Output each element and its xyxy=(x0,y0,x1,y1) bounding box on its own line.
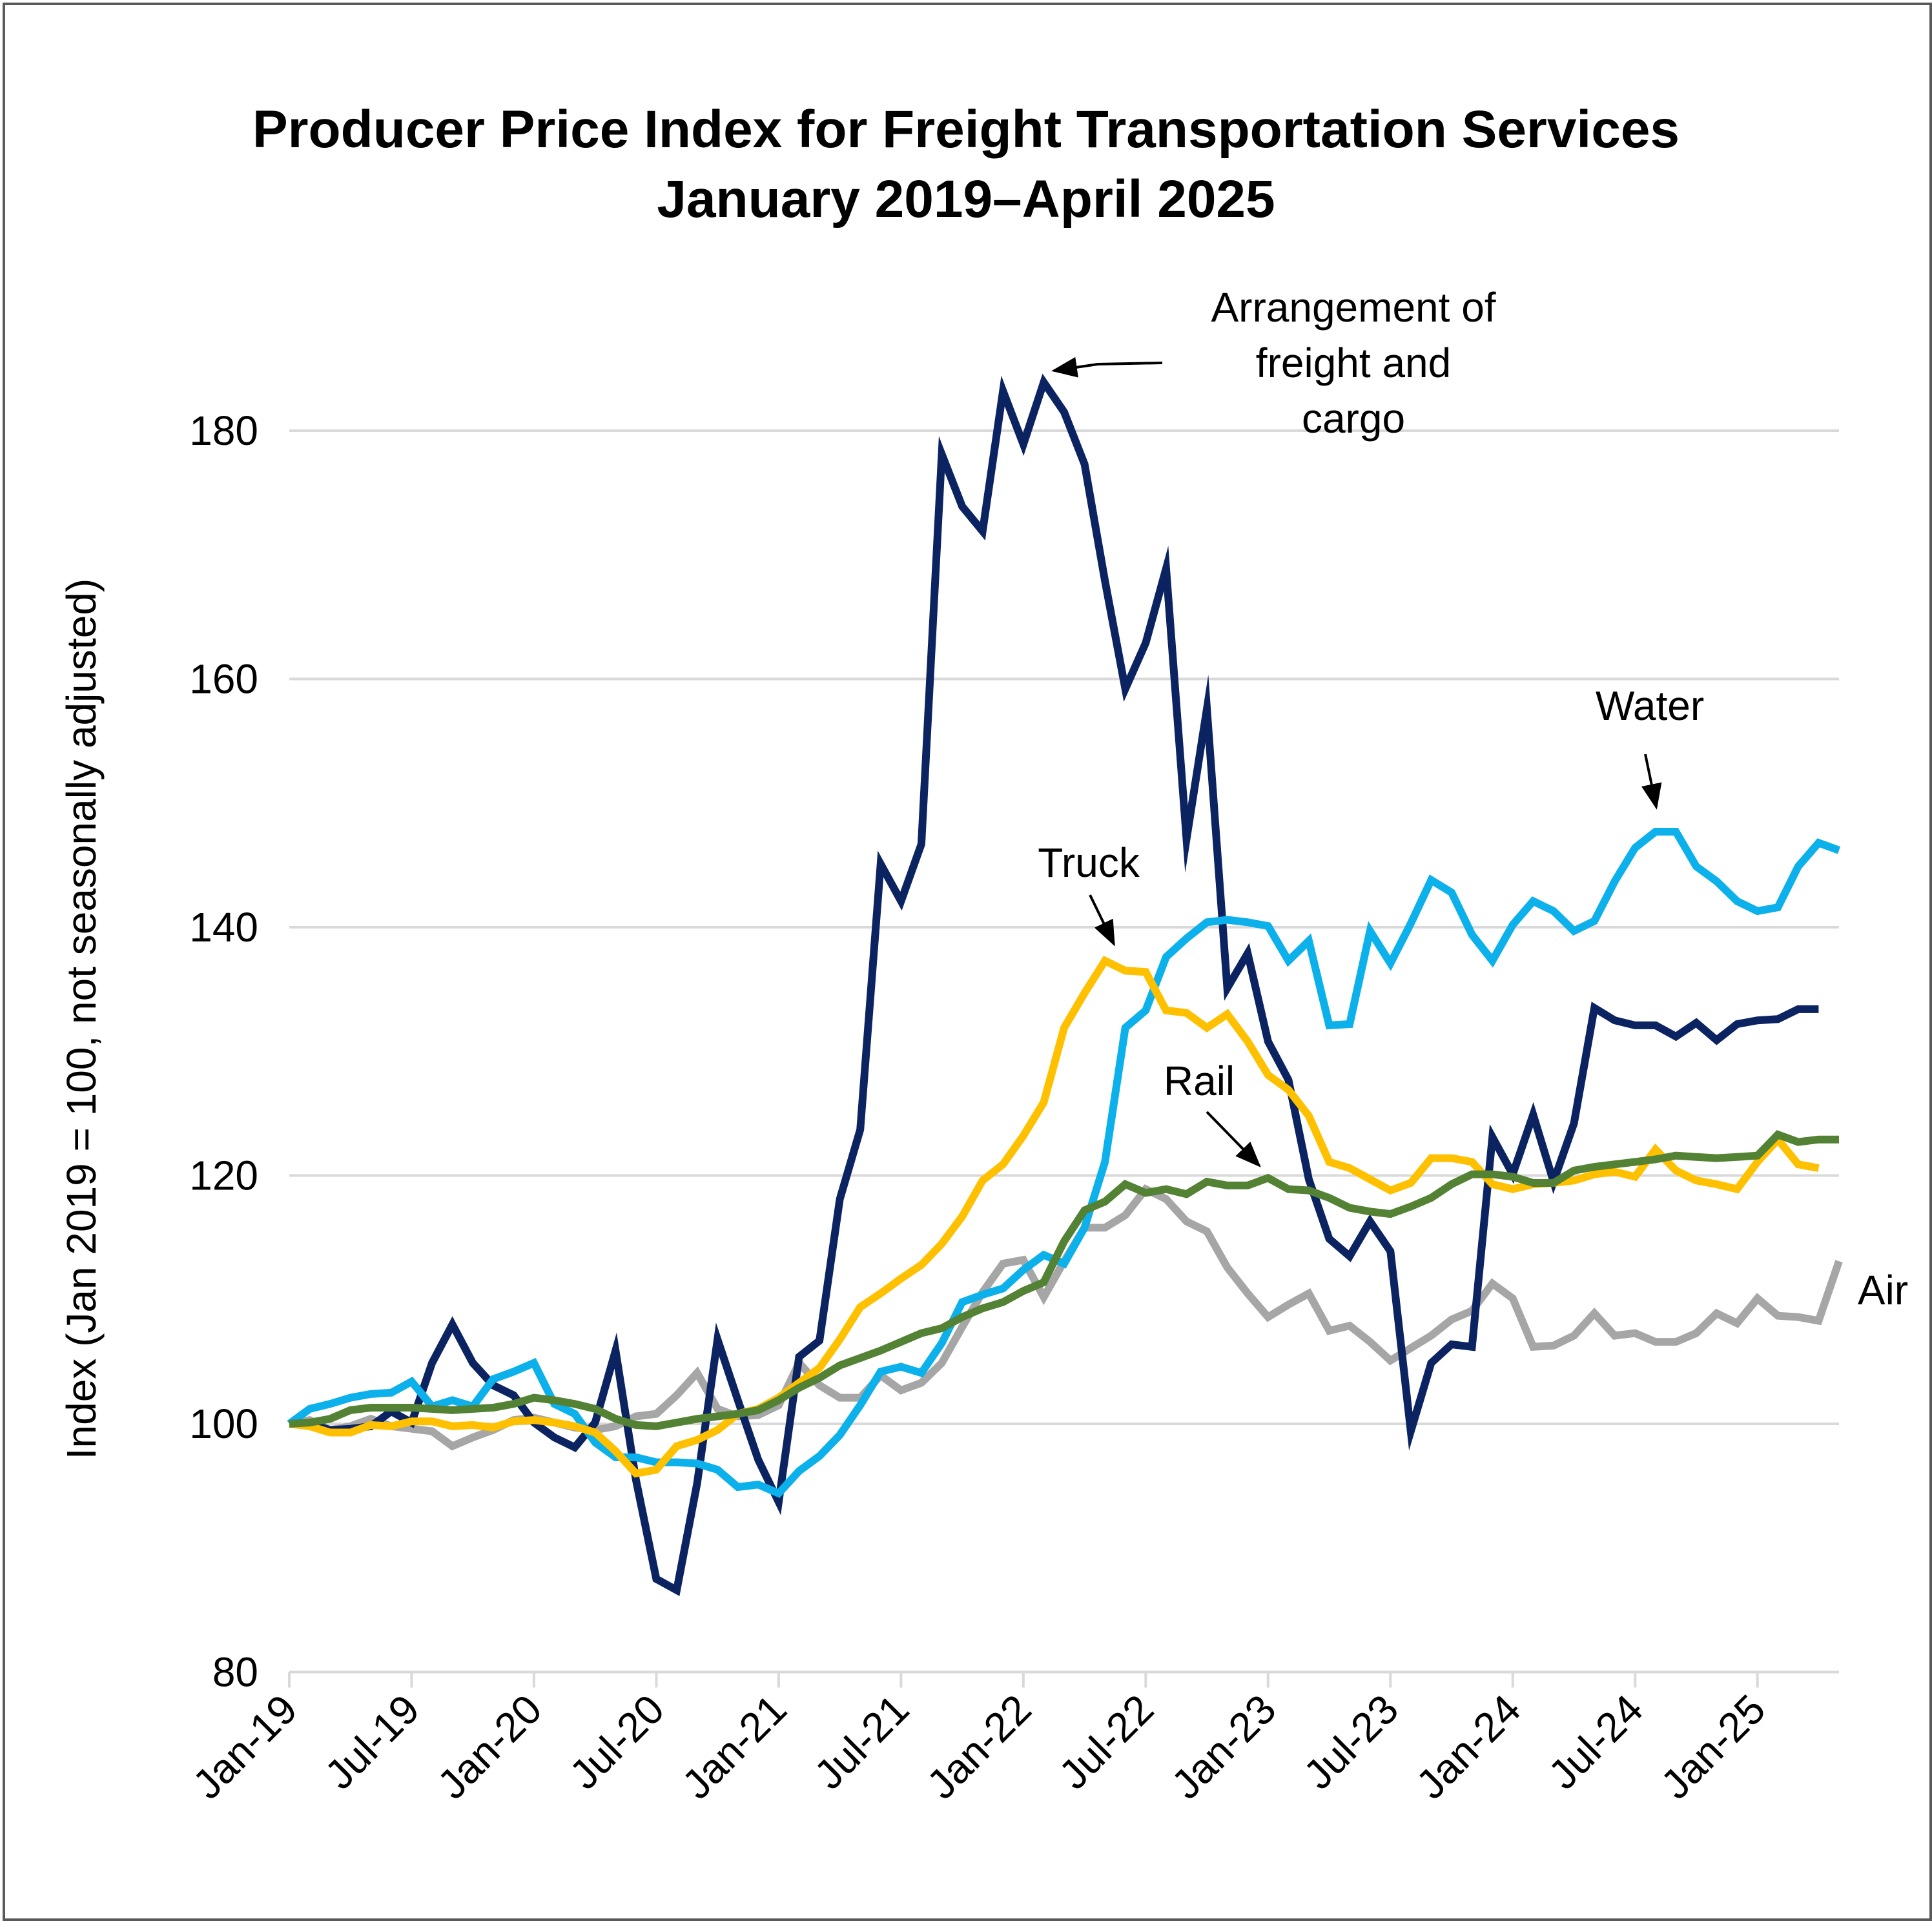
annotation-water-text-0: Water xyxy=(1596,683,1704,729)
x-tick-label-Jul-23: Jul-23 xyxy=(1295,1685,1407,1798)
annotation-arrangement-text-1: freight and xyxy=(1256,340,1451,386)
series-line-arrangement-of-freight-and-cargo xyxy=(289,373,1819,1596)
annotation-arrangement-text-0: Arrangement of xyxy=(1211,284,1495,331)
y-tick-label-100: 100 xyxy=(189,1401,258,1447)
annotation-truck: Truck xyxy=(1038,839,1140,947)
x-tick-label-Jan-21: Jan-21 xyxy=(673,1685,796,1807)
x-tick-label-Jan-25: Jan-25 xyxy=(1652,1685,1774,1807)
y-tick-label-180: 180 xyxy=(189,407,258,454)
series-lines xyxy=(287,373,1843,1596)
x-tick-label-Jan-19: Jan-19 xyxy=(184,1685,306,1807)
x-tick-label-Jul-22: Jul-22 xyxy=(1050,1685,1162,1798)
annotations: Arrangement of freight and cargo Water Truck… xyxy=(1038,284,1908,1313)
series-line-water xyxy=(287,828,1841,1498)
gridlines xyxy=(289,429,1839,1425)
x-tick-label-Jan-22: Jan-22 xyxy=(918,1685,1040,1807)
annotation-arrangement-text-2: cargo xyxy=(1302,395,1405,442)
y-tick-label-160: 160 xyxy=(189,656,258,703)
chart-frame xyxy=(3,3,1932,1921)
annotation-rail: Rail xyxy=(1164,1058,1261,1167)
chart-title: Producer Price Index for Freight Transpo… xyxy=(252,100,1680,159)
x-tick-label-Jan-23: Jan-23 xyxy=(1162,1685,1284,1807)
annotation-arrangement-arrow xyxy=(1051,356,1163,378)
y-axis: 80 100 120 140 160 180 Index (Jan 2019 = 100, … xyxy=(58,407,258,1696)
annotation-air-text-0: Air xyxy=(1858,1267,1908,1313)
y-tick-label-80: 80 xyxy=(212,1649,258,1696)
y-axis-title: Index (Jan 2019 = 100, not seasonally ad… xyxy=(58,579,105,1460)
x-tick-label-Jul-24: Jul-24 xyxy=(1539,1685,1652,1798)
annotation-rail-arrow xyxy=(1206,1111,1261,1167)
annotation-truck-text-0: Truck xyxy=(1038,839,1140,886)
x-axis: Jan-19 Jul-19 Jan-20 Jul-20 Jan-21 Jul-21 Jan-… xyxy=(184,1670,1839,1808)
series-line-truck xyxy=(289,956,1820,1478)
x-tick-label-Jul-19: Jul-19 xyxy=(316,1685,428,1798)
annotation-rail-text-0: Rail xyxy=(1164,1058,1235,1104)
y-tick-label-140: 140 xyxy=(189,904,258,950)
chart-subtitle: January 2019–April 2025 xyxy=(657,170,1275,229)
y-tick-label-120: 120 xyxy=(189,1153,258,1199)
annotation-arrangement: Arrangement of freight and cargo xyxy=(1051,284,1496,442)
series-line-rail xyxy=(289,1130,1839,1430)
annotation-air: Air xyxy=(1858,1267,1908,1313)
x-tick-label-Jan-24: Jan-24 xyxy=(1407,1685,1529,1807)
x-tick-label-Jul-21: Jul-21 xyxy=(805,1685,918,1798)
annotation-water: Water xyxy=(1596,683,1704,810)
annotation-water-arrow xyxy=(1641,754,1662,810)
annotation-truck-arrow xyxy=(1089,894,1115,947)
x-tick-label-Jul-20: Jul-20 xyxy=(560,1685,673,1798)
x-tick-label-Jan-20: Jan-20 xyxy=(429,1685,551,1807)
